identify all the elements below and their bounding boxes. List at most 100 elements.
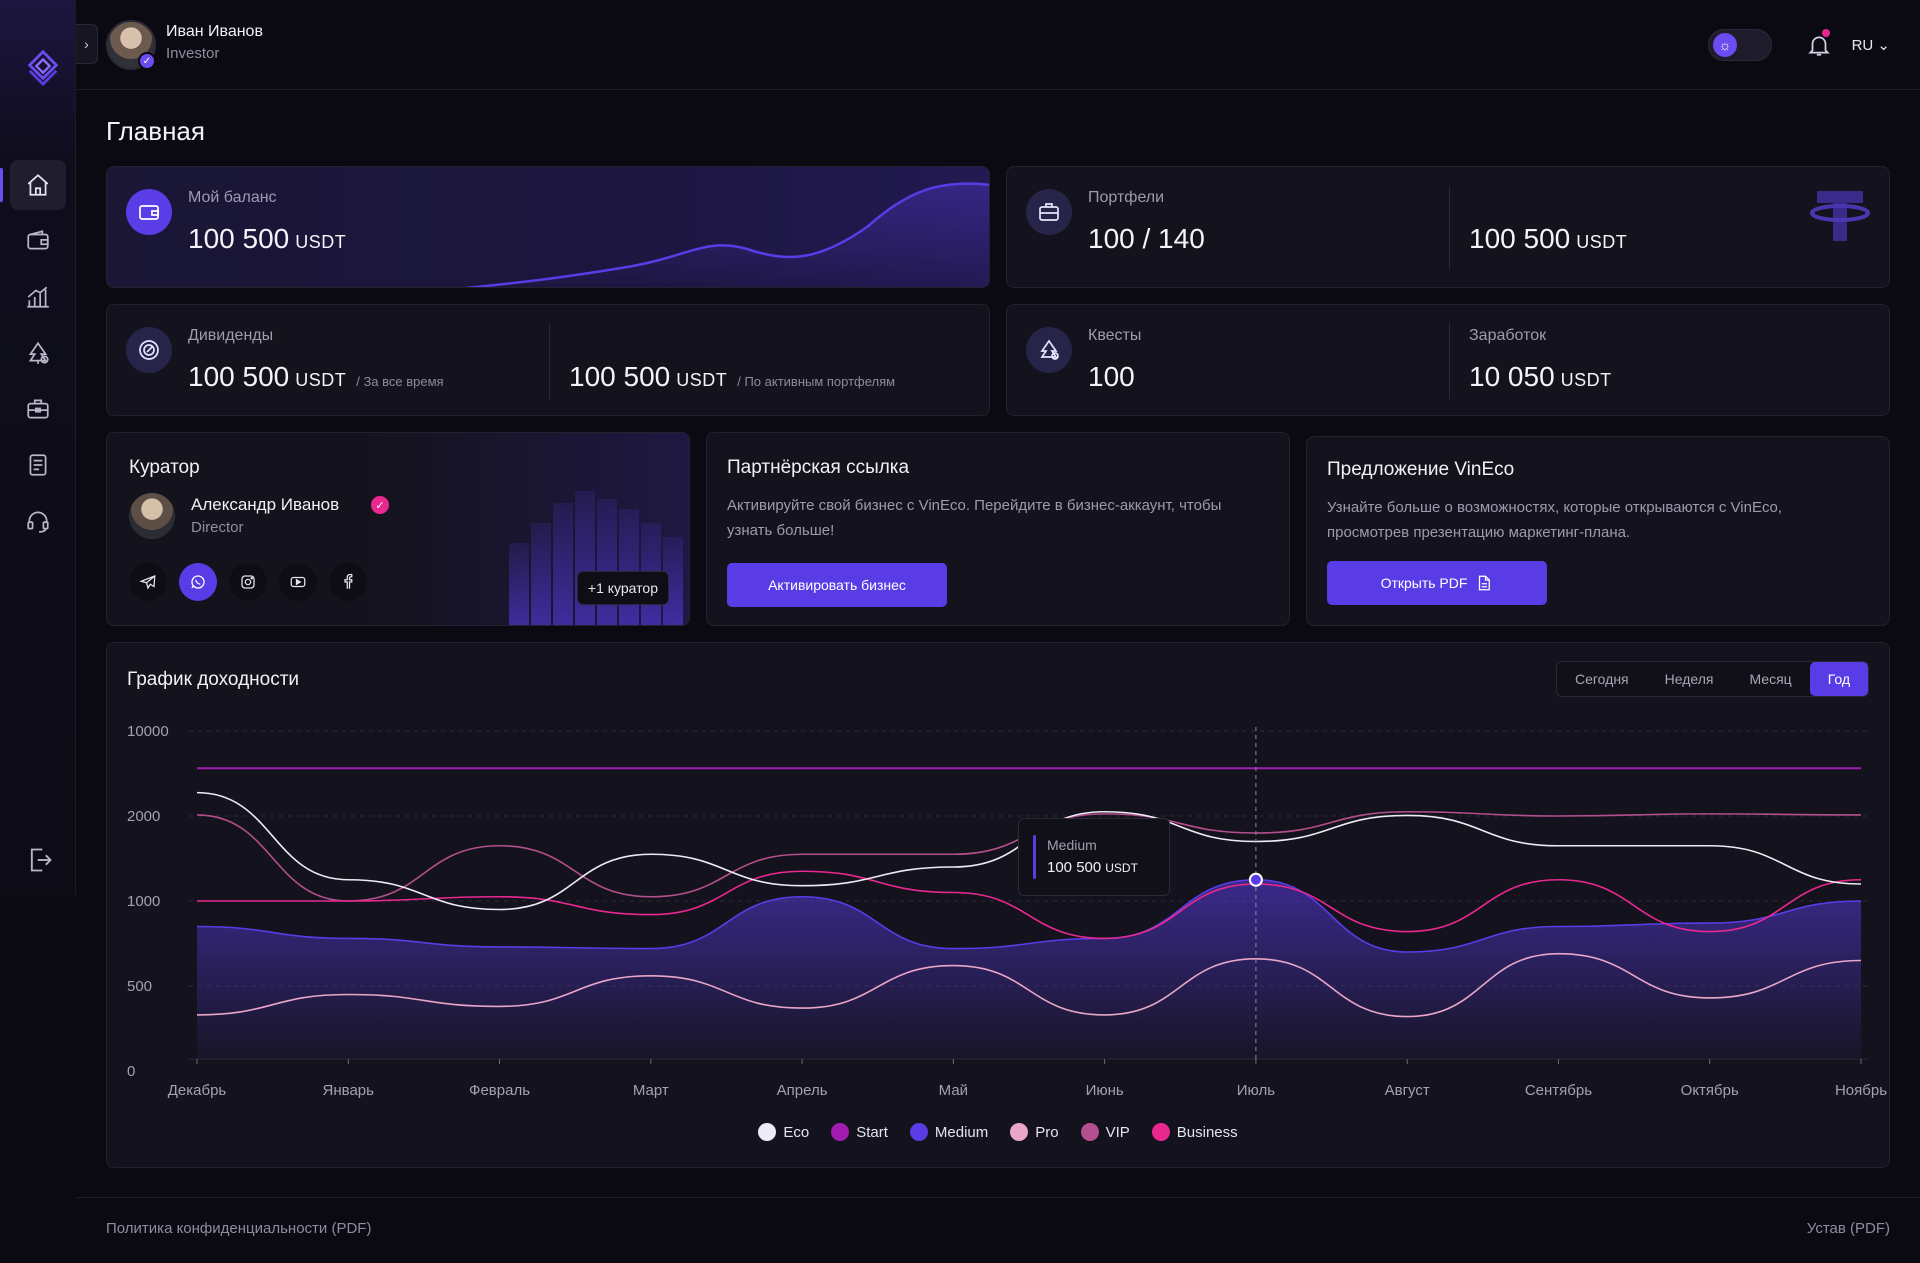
legend-eco[interactable]: Eco <box>758 1123 809 1141</box>
sidebar-item-wallet[interactable] <box>10 216 66 266</box>
balance-value: 100 500 USDT <box>188 223 347 254</box>
sidebar-toggle-button[interactable]: › <box>76 24 98 64</box>
partner-description: Активируйте свой бизнес с VinEco. Перейд… <box>727 497 1222 539</box>
period-week[interactable]: Неделя <box>1664 671 1714 687</box>
x-tick-label: Декабрь <box>168 1082 227 1099</box>
y-tick-label: 1000 <box>127 893 160 910</box>
divider <box>1449 323 1450 399</box>
bell-icon[interactable] <box>1806 32 1832 58</box>
verified-icon: ✓ <box>138 52 156 70</box>
y-tick-label: 10000 <box>127 723 169 740</box>
chart-tooltip: Medium 100 500 USDT <box>1018 818 1170 896</box>
legend-pro[interactable]: Pro <box>1010 1123 1059 1141</box>
offer-title: Предложение VinEco <box>1327 459 1515 480</box>
sidebar-item-support[interactable] <box>10 496 66 546</box>
legend-label: Pro <box>1035 1123 1059 1141</box>
series-line-business <box>196 870 1862 940</box>
charter-link[interactable]: Устав (PDF) <box>1806 1220 1890 1237</box>
sidebar <box>0 0 76 895</box>
x-tick-label: Апрель <box>777 1082 828 1099</box>
legend-medium[interactable]: Medium <box>909 1123 988 1141</box>
series-line-eco <box>196 791 1862 911</box>
legend-business[interactable]: Business <box>1151 1123 1238 1141</box>
yield-chart-card: График доходности Сегодня Неделя Месяц Г… <box>106 642 1890 1168</box>
curator-card: Куратор Александр Иванов ✓ Director +1 к… <box>106 432 690 626</box>
legend-dot <box>909 1123 928 1141</box>
divider <box>1449 187 1450 269</box>
series-line-vip <box>196 810 1862 902</box>
user-name: Иван Иванов <box>166 23 263 40</box>
dividends-card: Дивиденды 100 500 USDT / За все время 100 … <box>106 304 990 416</box>
dividends-total: 100 500 USDT / За все время <box>188 361 444 392</box>
legend-label: Eco <box>783 1123 810 1141</box>
legend-vip[interactable]: VIP <box>1080 1123 1130 1141</box>
quests-value: 100 <box>1088 361 1135 392</box>
pdf-document-icon <box>1479 575 1491 591</box>
divider <box>549 323 550 399</box>
series-line-medium <box>196 878 1862 953</box>
language-select[interactable]: RU ⌄ <box>1851 37 1890 54</box>
legend-dot <box>1080 1123 1099 1141</box>
activate-business-button[interactable]: Активировать бизнес <box>727 563 947 607</box>
page-title: Главная <box>106 116 205 146</box>
legend-dot <box>831 1123 850 1141</box>
portfolios-label: Портфели <box>1088 189 1165 206</box>
privacy-policy-link[interactable]: Политика конфиденциальности (PDF) <box>106 1220 372 1237</box>
x-tick-label: Октябрь <box>1681 1082 1739 1099</box>
balance-card: Мой баланс 100 500 USDT <box>106 166 990 288</box>
instagram-icon[interactable] <box>229 563 267 601</box>
x-tick-label: Сентябрь <box>1525 1082 1592 1099</box>
open-pdf-button[interactable]: Открыть PDF <box>1327 561 1547 605</box>
theme-toggle[interactable]: ☼ <box>1708 29 1772 61</box>
sidebar-item-home[interactable] <box>0 160 66 210</box>
more-curators-button[interactable]: +1 куратор <box>576 571 669 605</box>
vineco-logo-icon[interactable] <box>24 48 62 86</box>
curator-name: Александр Иванов <box>191 495 340 514</box>
sun-icon: ☼ <box>1713 33 1737 57</box>
dividends-active: 100 500 USDT / По активным портфелям <box>569 361 896 392</box>
home-icon <box>27 174 49 196</box>
legend-label: VIP <box>1105 1123 1130 1141</box>
portfolios-value: 100 500 USDT <box>1469 223 1628 254</box>
document-icon <box>29 454 47 476</box>
sidebar-item-analytics[interactable] <box>10 272 66 322</box>
partner-card: Партнёрская ссылка Активируйте свой бизн… <box>706 432 1290 626</box>
youtube-icon[interactable] <box>279 563 317 601</box>
legend-dot <box>1151 1123 1170 1141</box>
earnings-value: 10 050 USDT <box>1469 361 1612 392</box>
period-today[interactable]: Сегодня <box>1574 671 1629 687</box>
sidebar-item-documents[interactable] <box>10 440 66 490</box>
balance-label: Мой баланс <box>188 189 277 206</box>
wallet-icon <box>27 230 49 250</box>
telegram-icon[interactable] <box>129 563 167 601</box>
legend-start[interactable]: Start <box>831 1123 888 1141</box>
logout-icon[interactable] <box>26 846 54 874</box>
sidebar-item-eco[interactable] <box>10 328 66 378</box>
x-tick-label: Ноябрь <box>1835 1082 1887 1099</box>
period-selector: Сегодня Неделя Месяц Год <box>1555 661 1869 697</box>
tree-icon <box>28 341 49 364</box>
briefcase-icon <box>1026 189 1072 235</box>
period-year[interactable]: Год <box>1809 662 1868 696</box>
x-tick-label: Июль <box>1237 1082 1275 1099</box>
whatsapp-icon[interactable] <box>179 563 217 601</box>
tether-logo-icon <box>1810 191 1870 241</box>
partner-title: Партнёрская ссылка <box>727 457 910 478</box>
period-month[interactable]: Месяц <box>1749 671 1792 687</box>
facebook-icon[interactable] <box>329 563 367 601</box>
hover-point <box>1248 872 1263 887</box>
sidebar-item-portfolio[interactable] <box>10 384 66 434</box>
notification-badge <box>1822 29 1830 37</box>
series-line-pro <box>196 952 1862 1018</box>
x-tick-label: Январь <box>323 1082 375 1099</box>
headset-icon <box>27 511 49 533</box>
legend-dot <box>1010 1123 1029 1141</box>
open-pdf-label: Открыть PDF <box>1380 575 1468 591</box>
dividends-label: Дивиденды <box>188 327 274 344</box>
legend-label: Business <box>1176 1123 1238 1141</box>
tooltip-value: 100 500 USDT <box>1047 859 1138 876</box>
chart-legend: Eco Start Medium Pro VIP Business <box>107 1123 1889 1141</box>
curator-avatar[interactable] <box>129 493 175 539</box>
earnings-label: Заработок <box>1469 327 1547 344</box>
yield-chart[interactable]: 10000 2000 1000 500 0 Декабрь Январь Февраль Мар… <box>107 643 1890 1113</box>
